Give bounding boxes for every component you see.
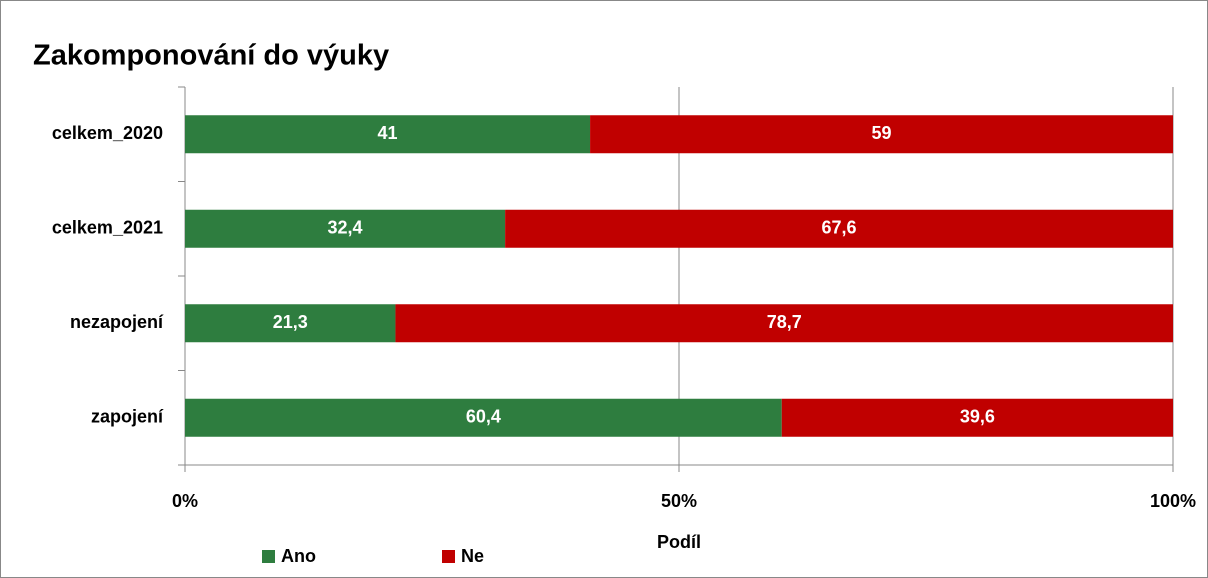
bar-segment: [185, 398, 782, 437]
bar-segment: [590, 115, 1173, 154]
value-label: 39,6: [960, 407, 995, 427]
y-tick-label: celkem_2021: [52, 218, 163, 238]
bar-segment: [781, 398, 1173, 437]
bar-segment: [505, 209, 1173, 248]
value-label: 32,4: [328, 218, 363, 238]
value-label: 67,6: [822, 218, 857, 238]
legend-swatch: [262, 550, 275, 563]
bar-segment: [185, 304, 396, 343]
y-tick-label: zapojení: [91, 407, 164, 427]
value-label: 41: [378, 123, 398, 143]
y-tick-label: nezapojení: [70, 312, 164, 332]
value-label: 21,3: [273, 312, 308, 332]
chart-title: Zakomponování do výuky: [33, 40, 389, 72]
legend-label: Ne: [461, 546, 484, 566]
legend-swatch: [442, 550, 455, 563]
bar-segment: [185, 209, 506, 248]
legend-label: Ano: [281, 546, 316, 566]
x-tick-label: 0%: [172, 491, 198, 511]
x-tick-label: 100%: [1150, 491, 1196, 511]
x-axis-label: Podíl: [657, 532, 701, 552]
x-tick-label: 50%: [661, 491, 697, 511]
value-label: 78,7: [767, 312, 802, 332]
value-label: 60,4: [466, 407, 501, 427]
value-label: 59: [872, 123, 892, 143]
bar-segment: [185, 115, 591, 154]
bar-segment: [395, 304, 1174, 343]
y-tick-label: celkem_2020: [52, 123, 163, 143]
